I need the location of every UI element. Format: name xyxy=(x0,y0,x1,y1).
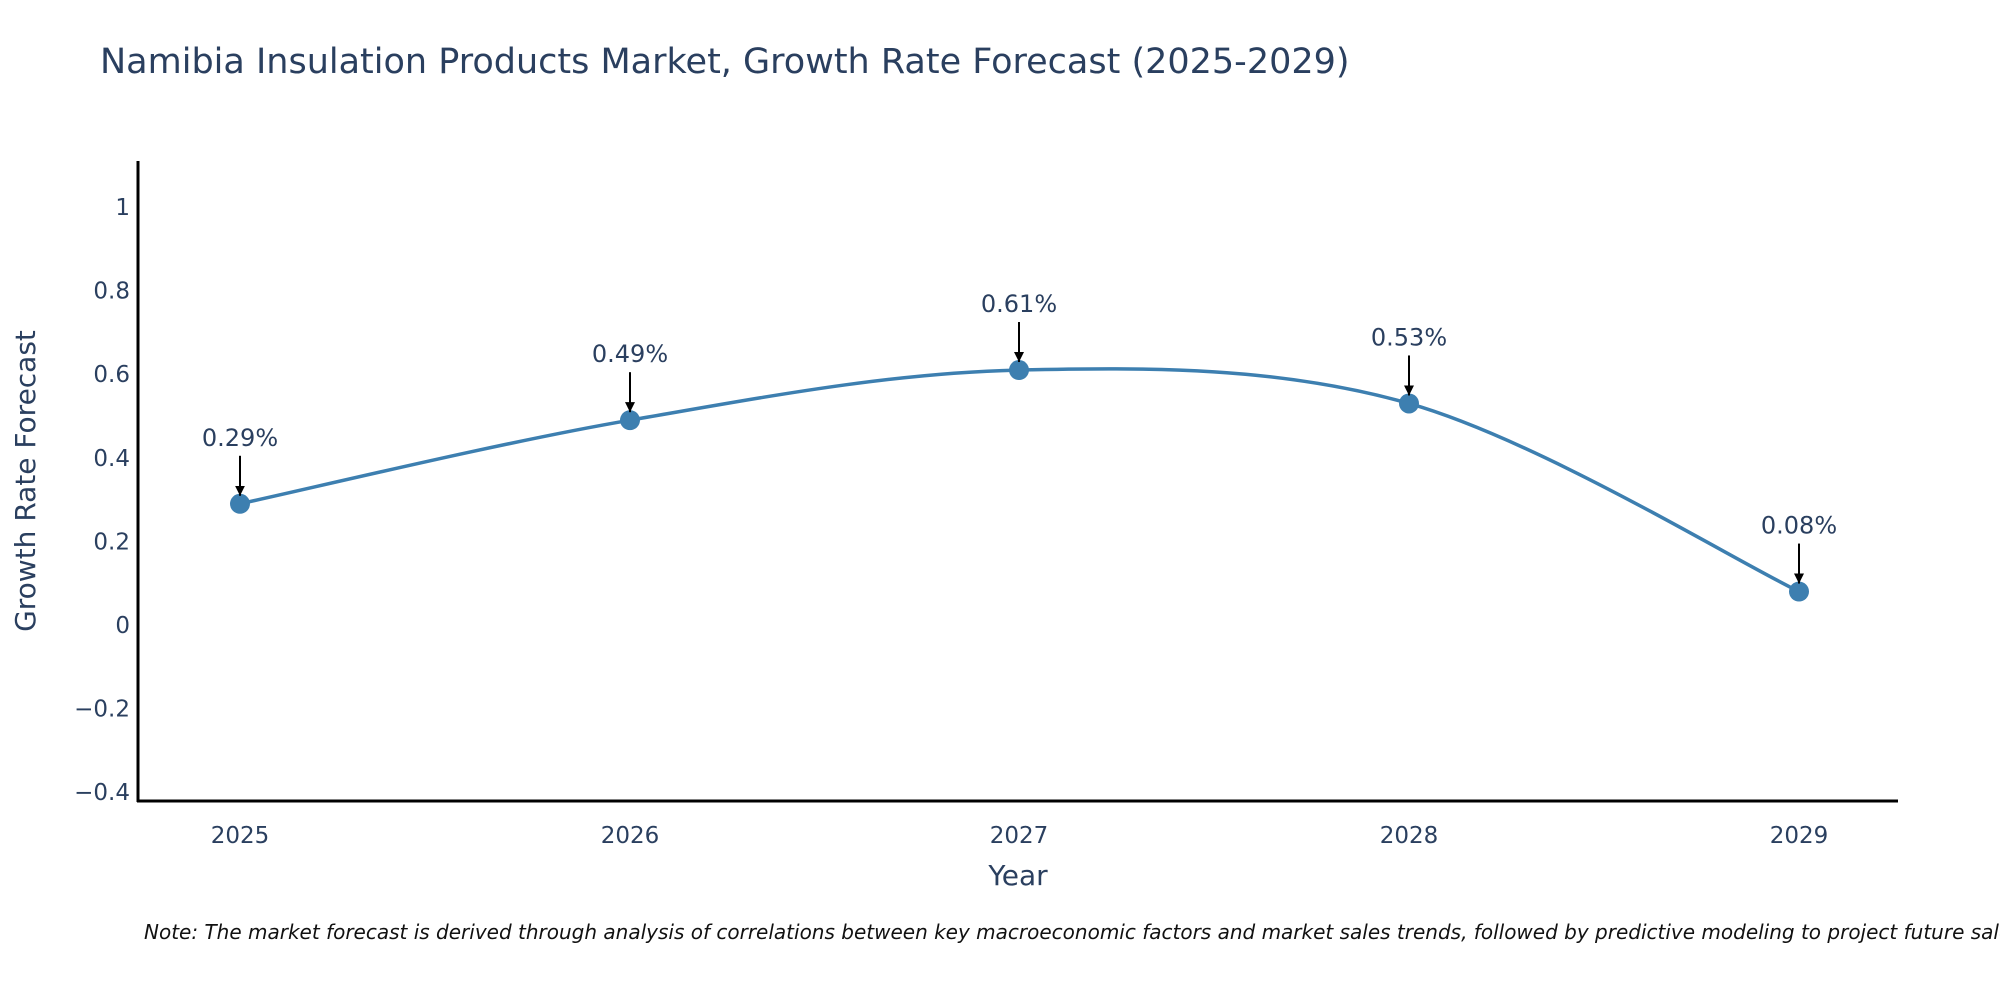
data-point xyxy=(620,410,640,431)
footnote: Note: The market forecast is derived thr… xyxy=(144,920,2000,944)
data-point xyxy=(1399,393,1419,414)
y-tick-label: 0.8 xyxy=(93,279,130,305)
y-axis-title: Growth Rate Forecast xyxy=(9,330,42,632)
x-axis-title: Year xyxy=(987,859,1048,892)
series-line xyxy=(239,367,1800,594)
data-label: 0.08% xyxy=(1761,512,1837,540)
data-point xyxy=(230,493,250,514)
data-point xyxy=(1009,360,1029,381)
data-label: 0.49% xyxy=(592,340,668,368)
x-tick-label: 2025 xyxy=(211,823,270,849)
x-tick-label: 2029 xyxy=(1770,823,1829,849)
y-tick-label: 0.2 xyxy=(93,529,130,555)
y-tick-label: 1 xyxy=(115,195,130,221)
data-label: 0.61% xyxy=(981,290,1057,318)
data-label: 0.29% xyxy=(202,424,278,452)
x-tick-label: 2027 xyxy=(990,823,1049,849)
y-tick-label: 0 xyxy=(115,613,130,639)
x-tick-label: 2026 xyxy=(601,823,660,849)
chart-title: Namibia Insulation Products Market, Grow… xyxy=(100,42,1350,82)
y-tick-label: −0.2 xyxy=(74,697,130,723)
y-tick-label: −0.4 xyxy=(74,780,130,806)
data-point xyxy=(1789,581,1809,602)
y-tick-label: 0.6 xyxy=(93,362,130,388)
data-label: 0.53% xyxy=(1371,323,1447,351)
x-tick-label: 2028 xyxy=(1380,823,1439,849)
y-tick-label: 0.4 xyxy=(93,446,130,472)
